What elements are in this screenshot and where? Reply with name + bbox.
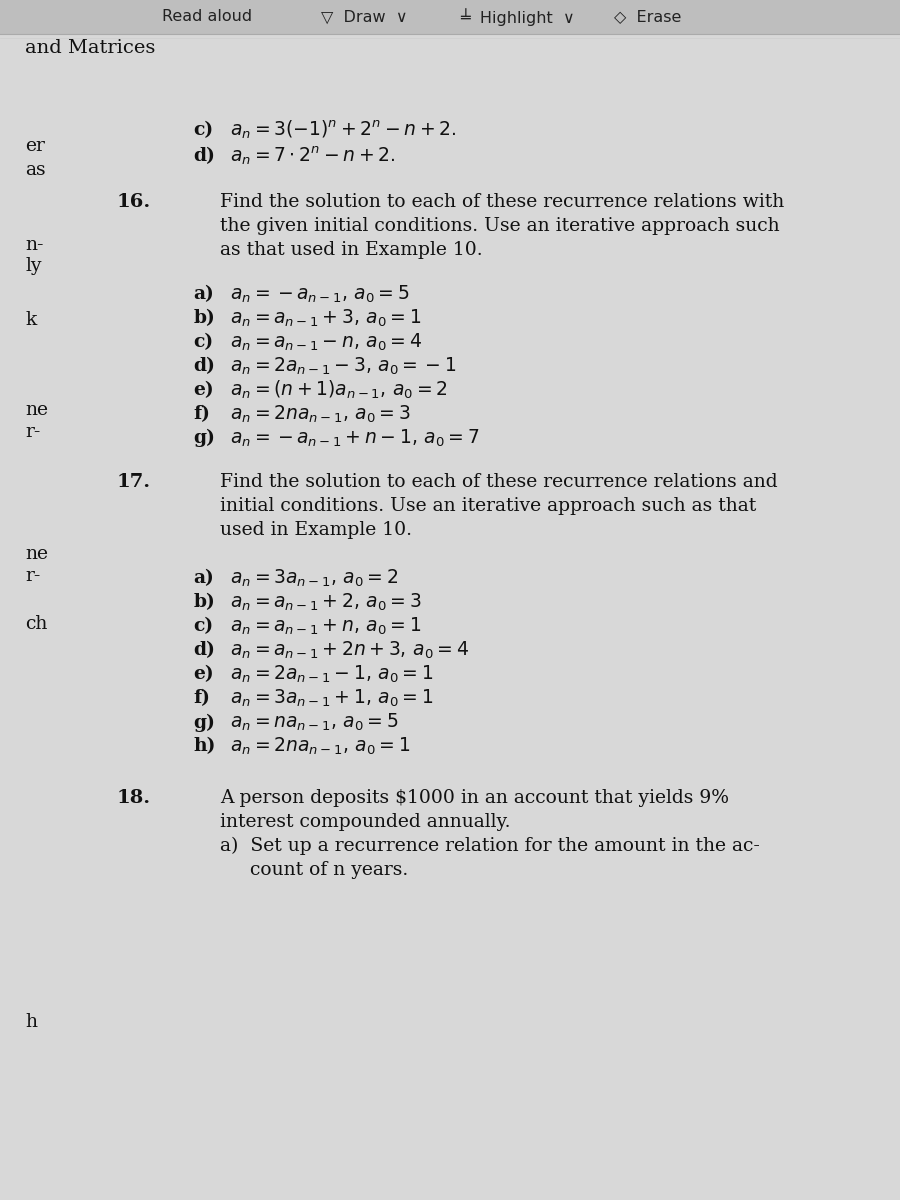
Text: c): c)	[194, 120, 213, 138]
Text: e): e)	[194, 382, 214, 398]
Text: used in Example 10.: used in Example 10.	[220, 521, 412, 539]
Text: A person deposits $1000 in an account that yields 9%: A person deposits $1000 in an account th…	[220, 790, 730, 806]
Text: k: k	[25, 311, 36, 329]
Text: f): f)	[194, 404, 211, 422]
Text: $a_n = a_{n-1} + 3,\, a_0 = 1$: $a_n = a_{n-1} + 3,\, a_0 = 1$	[230, 307, 421, 329]
Text: c): c)	[194, 617, 213, 636]
Text: Find the solution to each of these recurrence relations and: Find the solution to each of these recur…	[220, 473, 778, 492]
Text: d): d)	[194, 358, 215, 374]
Text: as: as	[25, 162, 46, 179]
Text: initial conditions. Use an iterative approach such as that: initial conditions. Use an iterative app…	[220, 498, 757, 516]
Text: 17.: 17.	[117, 473, 151, 492]
Text: $a_n = 3(-1)^n + 2^n - n + 2.$: $a_n = 3(-1)^n + 2^n - n + 2.$	[230, 119, 456, 140]
Text: ch: ch	[25, 614, 48, 634]
Text: and Matrices: and Matrices	[25, 38, 156, 56]
Text: ◇  Erase: ◇ Erase	[615, 10, 681, 24]
Text: h: h	[25, 1013, 37, 1031]
Text: r-: r-	[25, 422, 40, 440]
Text: $a_n = a_{n-1} - n,\, a_0 = 4$: $a_n = a_{n-1} - n,\, a_0 = 4$	[230, 331, 421, 353]
Text: the given initial conditions. Use an iterative approach such: the given initial conditions. Use an ite…	[220, 216, 780, 234]
Text: ╧  Highlight  ∨: ╧ Highlight ∨	[460, 8, 575, 25]
Text: $a_n = 3a_{n-1} + 1,\, a_0 = 1$: $a_n = 3a_{n-1} + 1,\, a_0 = 1$	[230, 688, 433, 709]
Text: $a_n = na_{n-1},\, a_0 = 5$: $a_n = na_{n-1},\, a_0 = 5$	[230, 712, 398, 733]
Text: a): a)	[194, 284, 214, 302]
Text: r-: r-	[25, 566, 40, 584]
Text: $a_n = 2a_{n-1} - 3,\, a_0 = -1$: $a_n = 2a_{n-1} - 3,\, a_0 = -1$	[230, 355, 455, 377]
Text: count of n years.: count of n years.	[220, 862, 409, 878]
Text: a): a)	[194, 569, 214, 587]
Text: 18.: 18.	[117, 790, 151, 806]
Text: Find the solution to each of these recurrence relations with: Find the solution to each of these recur…	[220, 192, 785, 211]
Text: $a_n = -a_{n-1},\, a_0 = 5$: $a_n = -a_{n-1},\, a_0 = 5$	[230, 283, 409, 305]
Text: b): b)	[194, 308, 215, 326]
Text: as that used in Example 10.: as that used in Example 10.	[220, 240, 483, 258]
Text: Read aloud: Read aloud	[162, 10, 252, 24]
Text: $a_n = 3a_{n-1},\, a_0 = 2$: $a_n = 3a_{n-1},\, a_0 = 2$	[230, 568, 398, 589]
Text: g): g)	[194, 428, 215, 448]
Text: interest compounded annually.: interest compounded annually.	[220, 814, 511, 830]
Text: $a_n = a_{n-1} + 2n + 3,\, a_0 = 4$: $a_n = a_{n-1} + 2n + 3,\, a_0 = 4$	[230, 640, 469, 661]
Text: h): h)	[194, 737, 216, 756]
FancyBboxPatch shape	[0, 0, 900, 34]
Text: $a_n = 2na_{n-1},\, a_0 = 1$: $a_n = 2na_{n-1},\, a_0 = 1$	[230, 736, 410, 757]
Text: g): g)	[194, 713, 215, 732]
Text: $a_n = 2a_{n-1} - 1,\, a_0 = 1$: $a_n = 2a_{n-1} - 1,\, a_0 = 1$	[230, 664, 433, 685]
Text: $a_n = a_{n-1} + n,\, a_0 = 1$: $a_n = a_{n-1} + n,\, a_0 = 1$	[230, 616, 421, 637]
Text: f): f)	[194, 689, 211, 708]
Text: d): d)	[194, 146, 215, 164]
Text: $a_n = 7 \cdot 2^n - n + 2.$: $a_n = 7 \cdot 2^n - n + 2.$	[230, 145, 395, 167]
Text: ne: ne	[25, 545, 49, 563]
Text: $a_n = 2na_{n-1},\, a_0 = 3$: $a_n = 2na_{n-1},\, a_0 = 3$	[230, 403, 410, 425]
Text: 16.: 16.	[117, 192, 151, 211]
Text: er: er	[25, 138, 45, 156]
Text: $a_n = -a_{n-1} + n - 1,\, a_0 = 7$: $a_n = -a_{n-1} + n - 1,\, a_0 = 7$	[230, 427, 479, 449]
Text: e): e)	[194, 665, 214, 683]
Text: d): d)	[194, 641, 215, 659]
Text: $a_n = (n+1)a_{n-1},\, a_0 = 2$: $a_n = (n+1)a_{n-1},\, a_0 = 2$	[230, 379, 447, 401]
Text: n-: n-	[25, 235, 44, 253]
Text: b): b)	[194, 593, 215, 611]
Text: ▽  Draw  ∨: ▽ Draw ∨	[321, 10, 408, 24]
Text: a)  Set up a recurrence relation for the amount in the ac-: a) Set up a recurrence relation for the …	[220, 836, 760, 856]
Text: c): c)	[194, 332, 213, 350]
Text: $a_n = a_{n-1} + 2,\, a_0 = 3$: $a_n = a_{n-1} + 2,\, a_0 = 3$	[230, 592, 421, 613]
Text: ne: ne	[25, 401, 49, 419]
Text: ly: ly	[25, 257, 41, 275]
